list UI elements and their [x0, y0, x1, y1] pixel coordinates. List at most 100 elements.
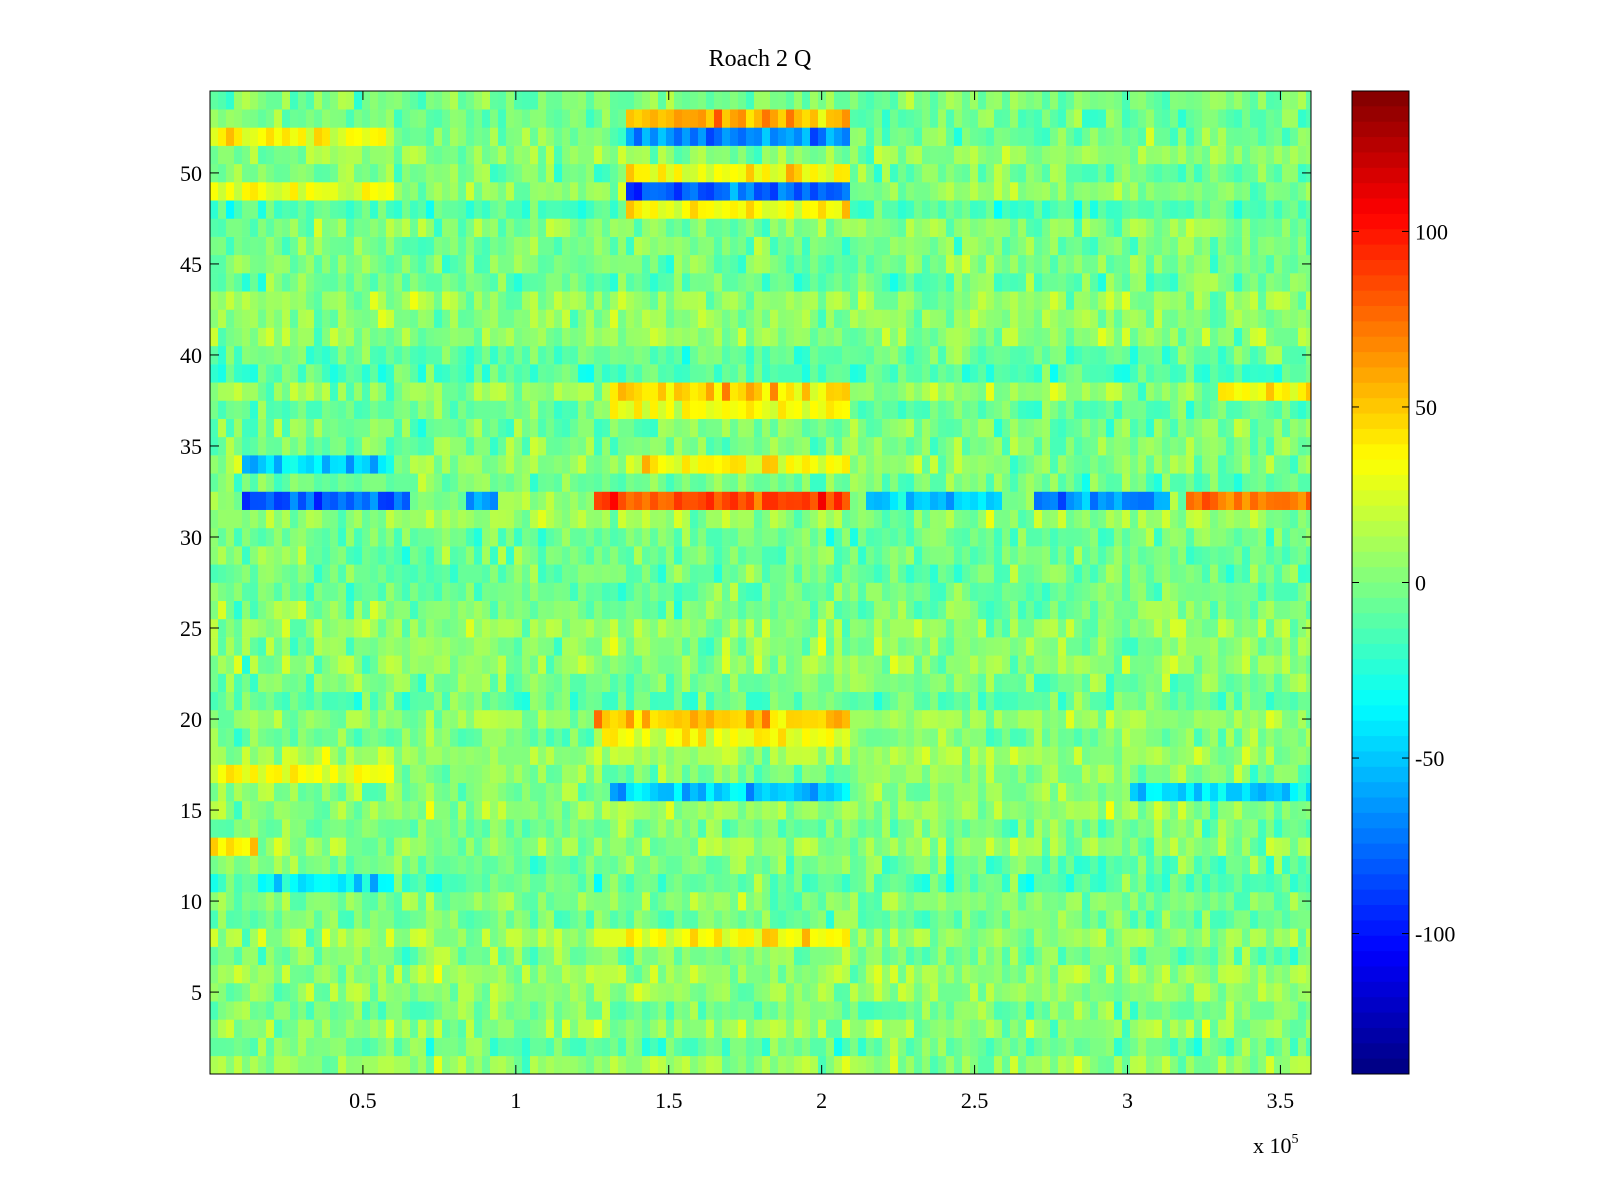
heatmap-cell — [1210, 928, 1218, 947]
heatmap-cell — [762, 418, 770, 438]
heatmap-cell — [930, 782, 938, 802]
heatmap-cell — [722, 873, 730, 893]
heatmap-cell — [450, 618, 458, 638]
heatmap-cell — [394, 964, 402, 984]
heatmap-cell — [698, 473, 706, 492]
heatmap-cell — [866, 819, 874, 838]
heatmap-cell — [906, 891, 914, 911]
heatmap-cell — [770, 618, 778, 638]
heatmap-cell — [386, 618, 394, 638]
heatmap-cell — [554, 1019, 562, 1038]
heatmap-cell — [594, 764, 602, 784]
heatmap-cell — [1170, 746, 1178, 765]
heatmap-cell — [290, 491, 298, 510]
heatmap-cell — [826, 655, 834, 674]
heatmap-cell — [1106, 582, 1114, 601]
heatmap-cell — [994, 637, 1002, 656]
heatmap-cell — [1250, 546, 1258, 565]
heatmap-cell — [1218, 837, 1226, 856]
heatmap-cell — [714, 655, 722, 674]
heatmap-cell — [250, 546, 258, 565]
heatmap-cell — [562, 618, 570, 638]
heatmap-cell — [1106, 1055, 1114, 1075]
heatmap-cell — [826, 1055, 834, 1075]
heatmap-cell — [834, 928, 842, 947]
heatmap-cell — [1114, 855, 1122, 875]
heatmap-cell — [1042, 819, 1050, 838]
heatmap-cell — [602, 691, 610, 711]
heatmap-cell — [674, 837, 682, 856]
heatmap-cell — [1098, 546, 1106, 565]
heatmap-cell — [370, 400, 378, 419]
heatmap-cell — [714, 564, 722, 583]
heatmap-cell — [394, 455, 402, 474]
heatmap-cell — [506, 673, 514, 693]
heatmap-cell — [842, 491, 850, 510]
heatmap-cell — [634, 782, 642, 802]
heatmap-cell — [914, 546, 922, 565]
heatmap-cell — [514, 764, 522, 784]
heatmap-cell — [770, 964, 778, 984]
heatmap-cell — [778, 418, 786, 438]
heatmap-cell — [1090, 1037, 1098, 1057]
heatmap-cell — [474, 527, 482, 547]
heatmap-cell — [658, 436, 666, 456]
heatmap-cell — [818, 728, 826, 747]
heatmap-cell — [250, 764, 258, 784]
heatmap-cell — [1194, 764, 1202, 784]
heatmap-cell — [1250, 1001, 1258, 1020]
heatmap-cell — [514, 455, 522, 474]
heatmap-cell — [1226, 782, 1234, 802]
heatmap-cell — [394, 910, 402, 929]
heatmap-cell — [538, 637, 546, 656]
heatmap-cell — [946, 1019, 954, 1038]
heatmap-cell — [250, 964, 258, 984]
heatmap-cell — [818, 1001, 826, 1020]
heatmap-cell — [938, 455, 946, 474]
heatmap-cell — [1026, 436, 1034, 456]
heatmap-cell — [778, 455, 786, 474]
heatmap-cell — [1058, 546, 1066, 565]
heatmap-cell — [490, 527, 498, 547]
heatmap-cell — [346, 837, 354, 856]
heatmap-cell — [426, 509, 434, 529]
heatmap-cell — [1306, 1001, 1311, 1020]
heatmap-cell — [1250, 728, 1258, 747]
heatmap-cell — [794, 891, 802, 911]
heatmap-cell — [1186, 964, 1194, 984]
heatmap-cell — [618, 946, 626, 966]
heatmap-cell — [1266, 982, 1274, 1002]
heatmap-cell — [738, 691, 746, 711]
heatmap-cell — [778, 764, 786, 784]
heatmap-cell — [418, 891, 426, 911]
heatmap-cell — [402, 491, 410, 510]
heatmap-cell — [874, 691, 882, 711]
heatmap-cell — [370, 764, 378, 784]
heatmap-cell — [922, 473, 930, 492]
heatmap-cell — [386, 418, 394, 438]
heatmap-cell — [922, 546, 930, 565]
heatmap-cell — [418, 455, 426, 474]
heatmap-cell — [1210, 782, 1218, 802]
heatmap-cell — [754, 982, 762, 1002]
heatmap-cell — [474, 491, 482, 510]
heatmap-cell — [1290, 527, 1298, 547]
heatmap-cell — [1242, 582, 1250, 601]
heatmap-cell — [1234, 873, 1242, 893]
heatmap-cell — [1146, 673, 1154, 693]
heatmap-cell — [586, 637, 594, 656]
heatmap-cell — [602, 837, 610, 856]
heatmap-cell — [546, 1055, 554, 1075]
heatmap-cell — [634, 509, 642, 529]
heatmap-cell — [562, 509, 570, 529]
heatmap-cell — [282, 782, 290, 802]
heatmap-cell — [754, 746, 762, 765]
heatmap-cell — [890, 964, 898, 984]
heatmap-cell — [386, 1001, 394, 1020]
heatmap-cell — [482, 728, 490, 747]
heatmap-cell — [538, 509, 546, 529]
heatmap-cell — [970, 837, 978, 856]
heatmap-cells — [210, 91, 1311, 1075]
heatmap-cell — [1042, 546, 1050, 565]
heatmap-cell — [1250, 564, 1258, 583]
